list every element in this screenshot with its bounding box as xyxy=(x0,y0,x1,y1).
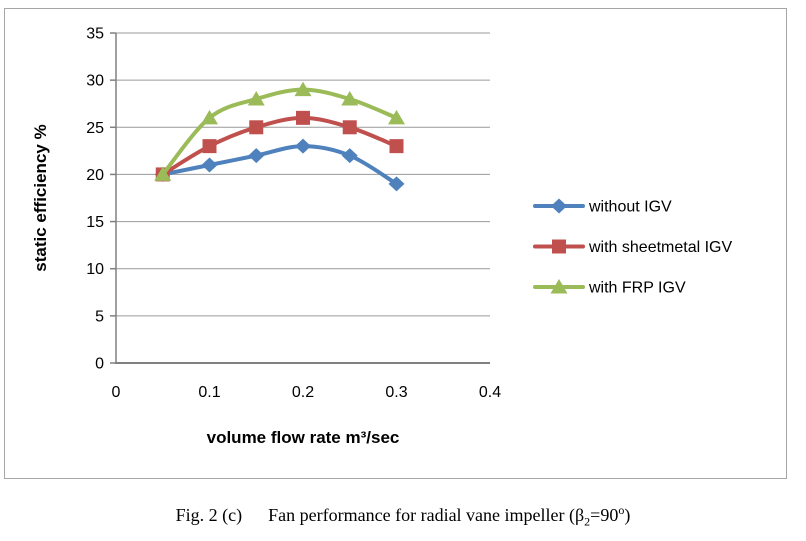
data-point-with-sheetmetal-igv-1 xyxy=(202,139,217,154)
data-point-with-frp-igv-0 xyxy=(154,166,172,181)
y-axis-title: static efficiency % xyxy=(31,124,50,271)
y-tick-label-20: 20 xyxy=(86,167,104,184)
x-tick-label-0-3: 0.3 xyxy=(385,384,407,401)
x-axis-title: volume flow rate m³/sec xyxy=(207,428,400,447)
y-tick-label-5: 5 xyxy=(95,308,104,325)
data-point-without-igv-1 xyxy=(201,157,218,173)
legend-marker-with-sheetmetal-igv xyxy=(552,239,566,254)
caption-title-pre: Fan performance for radial vane impeller… xyxy=(268,505,585,525)
legend-marker-with-frp-igv xyxy=(550,279,568,294)
data-point-without-igv-5 xyxy=(388,176,405,192)
caption-title-post: ) xyxy=(624,505,631,525)
x-tick-label-0: 0 xyxy=(112,384,121,401)
caption-degree-superscript: o xyxy=(618,503,625,517)
data-point-with-sheetmetal-igv-4 xyxy=(342,120,357,135)
caption-fig-label: Fig. 2 (c) xyxy=(175,505,243,525)
legend-label-with-sheetmetal-igv: with sheetmetal IGV xyxy=(588,239,733,256)
y-tick-label-10: 10 xyxy=(86,261,104,278)
caption-title-mid: =90 xyxy=(590,505,619,525)
figure-caption: Fig. 2 (c) Fan performance for radial van… xyxy=(0,503,806,530)
data-point-with-frp-igv-4 xyxy=(341,91,359,106)
data-point-with-frp-igv-2 xyxy=(247,91,265,106)
y-tick-label-25: 25 xyxy=(86,120,104,137)
data-point-without-igv-2 xyxy=(248,148,265,164)
data-point-with-frp-igv-1 xyxy=(201,109,218,125)
y-tick-label-30: 30 xyxy=(86,73,104,90)
legend-label-without-igv: without IGV xyxy=(588,199,672,216)
legend-label-with-frp-igv: with FRP IGV xyxy=(588,280,686,297)
legend-marker-without-igv xyxy=(551,198,567,214)
data-point-without-igv-4 xyxy=(341,148,358,164)
x-tick-label-0-4: 0.4 xyxy=(479,384,501,401)
x-tick-label-0-2: 0.2 xyxy=(292,384,314,401)
data-point-with-sheetmetal-igv-2 xyxy=(249,120,264,135)
data-point-with-sheetmetal-igv-3 xyxy=(296,110,310,125)
x-tick-label-0-1: 0.1 xyxy=(198,384,220,401)
data-point-without-igv-3 xyxy=(295,138,311,154)
y-tick-label-0: 0 xyxy=(95,356,104,373)
data-point-with-frp-igv-3 xyxy=(294,81,312,97)
y-tick-label-35: 35 xyxy=(86,26,104,43)
caption-beta-subscript: 2 xyxy=(584,514,591,529)
data-point-with-frp-igv-5 xyxy=(388,109,405,125)
y-tick-label-15: 15 xyxy=(86,214,104,231)
data-point-with-sheetmetal-igv-5 xyxy=(389,139,404,154)
chart-border xyxy=(4,8,787,479)
